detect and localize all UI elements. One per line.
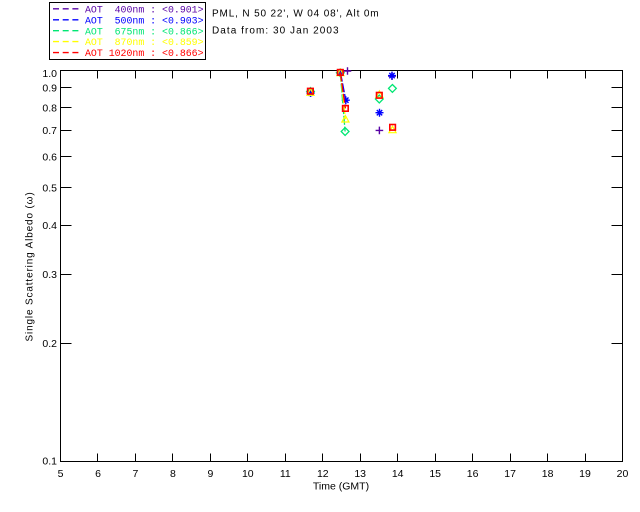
svg-text:14: 14: [392, 468, 404, 480]
svg-text:AOT 400nm : <0.901>: AOT 400nm : <0.901>: [85, 4, 204, 15]
svg-text:20: 20: [617, 468, 629, 480]
svg-text:9: 9: [207, 468, 213, 480]
svg-text:15: 15: [429, 468, 441, 480]
svg-text:Data from: 30 Jan 2003: Data from: 30 Jan 2003: [212, 26, 340, 37]
svg-text:0.4: 0.4: [42, 220, 57, 232]
svg-text:AOT 500nm : <0.903>: AOT 500nm : <0.903>: [85, 15, 204, 26]
svg-text:12: 12: [317, 468, 329, 480]
svg-text:5: 5: [58, 468, 64, 480]
svg-text:13: 13: [354, 468, 366, 480]
svg-text:19: 19: [579, 468, 591, 480]
svg-text:0.2: 0.2: [42, 338, 57, 350]
svg-text:18: 18: [542, 468, 554, 480]
svg-text:AOT 675nm : <0.866>: AOT 675nm : <0.866>: [85, 26, 204, 37]
svg-text:16: 16: [467, 468, 479, 480]
svg-text:0.6: 0.6: [42, 151, 57, 163]
svg-text:6: 6: [95, 468, 101, 480]
svg-text:0.7: 0.7: [42, 125, 57, 137]
svg-text:8: 8: [170, 468, 176, 480]
svg-text:PML, N 50 22', W 04 08', Alt 0: PML, N 50 22', W 04 08', Alt 0m: [212, 9, 379, 20]
svg-text:Time (GMT): Time (GMT): [313, 481, 369, 493]
svg-text:0.3: 0.3: [42, 269, 57, 281]
svg-text:10: 10: [242, 468, 254, 480]
svg-text:Single Scattering Albedo (ω): Single Scattering Albedo (ω): [24, 191, 35, 341]
svg-text:0.5: 0.5: [42, 182, 57, 194]
svg-text:0.9: 0.9: [42, 83, 57, 95]
svg-text:11: 11: [280, 468, 291, 480]
svg-text:7: 7: [132, 468, 138, 480]
svg-text:1.0: 1.0: [42, 68, 57, 80]
svg-text:AOT 1020nm : <0.866>: AOT 1020nm : <0.866>: [85, 48, 204, 59]
svg-text:0.8: 0.8: [42, 103, 57, 115]
svg-text:0.1: 0.1: [42, 456, 57, 468]
svg-text:AOT 870nm : <0.859>: AOT 870nm : <0.859>: [85, 37, 204, 48]
svg-text:17: 17: [504, 468, 516, 480]
